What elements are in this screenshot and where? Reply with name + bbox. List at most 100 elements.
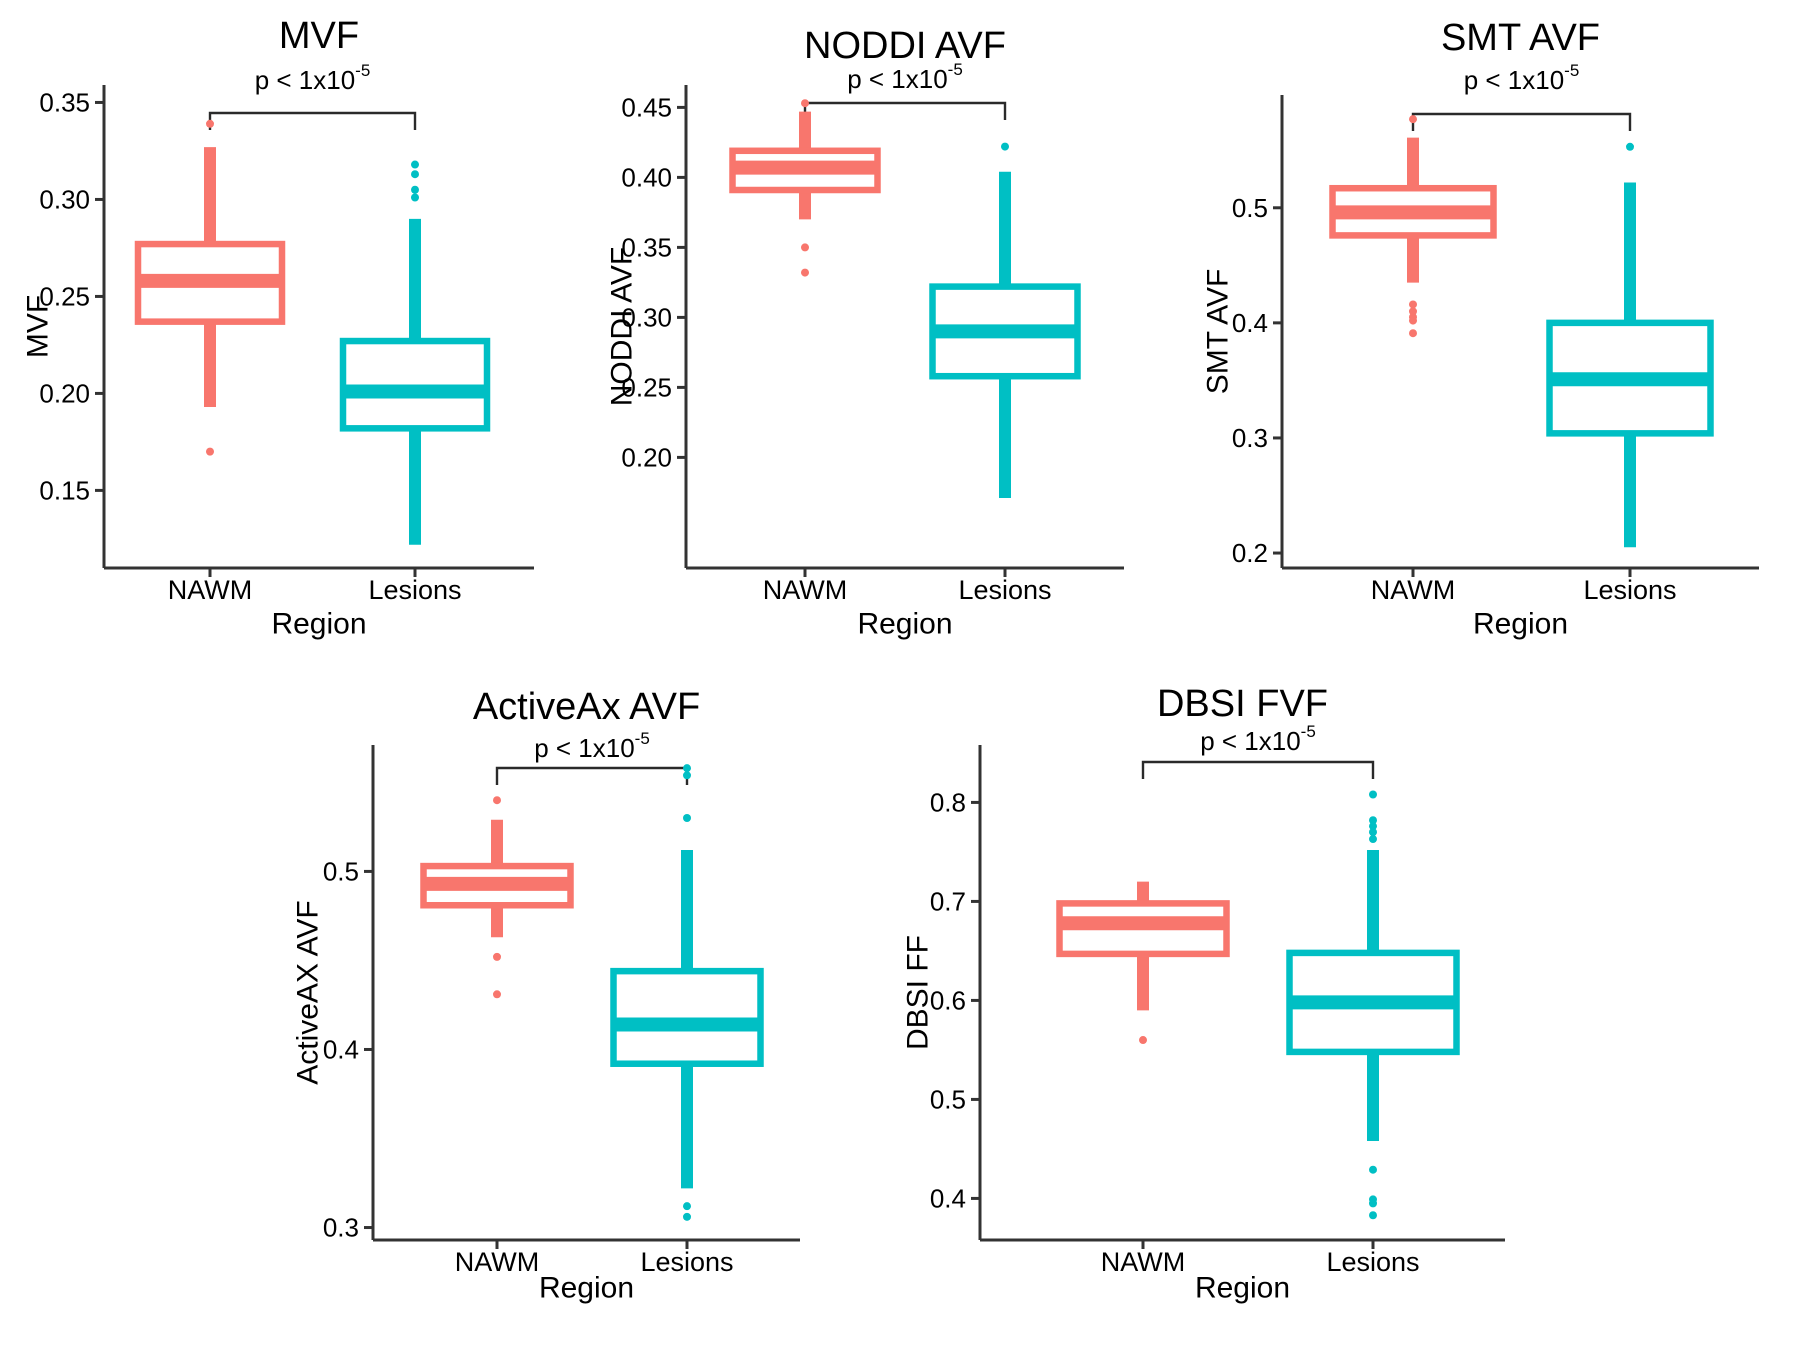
y-tick-label: 0.5 [930,1084,966,1114]
axes: 0.4 0.5 0.6 0.7 0.8 NAWM Lesions [930,745,1505,1277]
y-tick-label: 0.3 [1232,423,1268,453]
outlier-point [1369,1165,1377,1174]
y-axis-title: MVF [22,295,55,358]
y-axis-title: DBSI FF [902,935,935,1050]
x-category-label: NAWM [455,1247,539,1277]
outlier-point [1139,1036,1147,1045]
y-tick-label: 0.35 [621,232,672,262]
outlier-point [801,268,809,277]
panel-title: SMT AVF [1441,17,1600,59]
outlier-point [683,1212,691,1221]
y-tick-label: 0.30 [621,302,672,332]
x-category-label: Lesions [640,1247,733,1277]
x-axis-title: Region [539,1272,634,1305]
x-category-label: NAWM [763,575,847,605]
box-lesions [1546,142,1714,548]
box-nawm [1329,115,1497,338]
outlier-point [1409,300,1417,309]
significance-bracket [803,101,1007,120]
y-tick-label: 0.35 [39,87,90,117]
outlier-point [1001,142,1009,151]
y-tick-label: 0.4 [930,1183,966,1213]
axes: 0.15 0.20 0.25 0.30 0.35 NAWM Lesions [39,85,534,605]
p-value-label: p < 1x10-5 [534,729,650,764]
y-tick-label: 0.20 [39,378,90,408]
y-tick-label: 0.30 [39,184,90,214]
box-lesions [610,764,764,1221]
p-value-label: p < 1x10-5 [1200,722,1316,757]
outlier-point [493,796,501,805]
significance-bracket [1141,760,1375,779]
y-tick-label: 0.2 [1232,538,1268,568]
box-lesions [929,142,1081,498]
outlier-point [1409,307,1417,316]
x-axis-title: Region [1473,608,1568,641]
x-category-label: Lesions [958,575,1051,605]
box-nawm [729,99,881,277]
x-category-label: NAWM [1371,575,1455,605]
x-axis-title: Region [1195,1272,1290,1305]
y-tick-label: 0.7 [930,886,966,916]
outlier-point [683,771,691,780]
y-axis-title: ActiveAX AVF [292,900,325,1085]
panel-title: MVF [279,15,359,57]
outlier-point [1369,1211,1377,1220]
y-tick-label: 0.5 [323,856,359,886]
outlier-point [493,952,501,961]
y-tick-label: 0.15 [39,475,90,505]
outlier-point [1409,115,1417,124]
x-axis-title: Region [857,608,952,641]
y-tick-label: 0.4 [323,1034,359,1064]
outlier-point [206,447,214,456]
y-tick-label: 0.40 [621,162,672,192]
p-value-label: p < 1x10-5 [1464,61,1580,96]
outlier-point [493,990,501,999]
outlier-point [1369,790,1377,799]
box-lesions [339,160,491,545]
panel-title: DBSI FVF [1157,683,1328,725]
panel-title: NODDI AVF [804,25,1006,67]
outlier-point [801,99,809,108]
outlier-point [206,119,214,128]
outlier-point [411,170,419,179]
outlier-point [411,160,419,169]
y-tick-label: 0.25 [621,372,672,402]
x-category-label: NAWM [1101,1247,1185,1277]
box-lesions [1286,790,1460,1220]
y-tick-label: 0.3 [323,1213,359,1243]
axes: 0.3 0.4 0.5 NAWM Lesions [323,745,800,1277]
box-nawm [1056,881,1230,1045]
box-nawm [420,796,574,999]
p-value-label: p < 1x10-5 [847,60,963,95]
outlier-point [683,814,691,823]
outlier-point [1369,816,1377,825]
x-category-label: Lesions [1583,575,1676,605]
p-value-label: p < 1x10-5 [255,61,371,96]
y-axis-title: NODDI AVF [606,247,639,406]
outlier-point [1369,822,1377,831]
y-tick-label: 0.20 [621,442,672,472]
panel-title: ActiveAx AVF [473,686,700,728]
outlier-point [1409,329,1417,338]
y-tick-label: 0.25 [39,281,90,311]
outlier-point [1369,835,1377,844]
axes: 0.20 0.25 0.30 0.35 0.40 0.45 NAWM Lesions [621,85,1124,605]
significance-bracket [208,111,417,130]
outlier-point [1626,142,1634,151]
iqr-box [610,967,764,1067]
outlier-point [411,185,419,194]
box-nawm [134,119,286,456]
x-category-label: NAWM [168,575,252,605]
y-tick-label: 0.6 [930,985,966,1015]
y-axis-title: SMT AVF [1202,269,1235,395]
outlier-point [683,764,691,773]
significance-bracket [1411,112,1632,131]
outlier-point [1369,1195,1377,1204]
outlier-point [683,1202,691,1211]
axes: 0.2 0.3 0.4 0.5 NAWM Lesions [1232,95,1759,605]
